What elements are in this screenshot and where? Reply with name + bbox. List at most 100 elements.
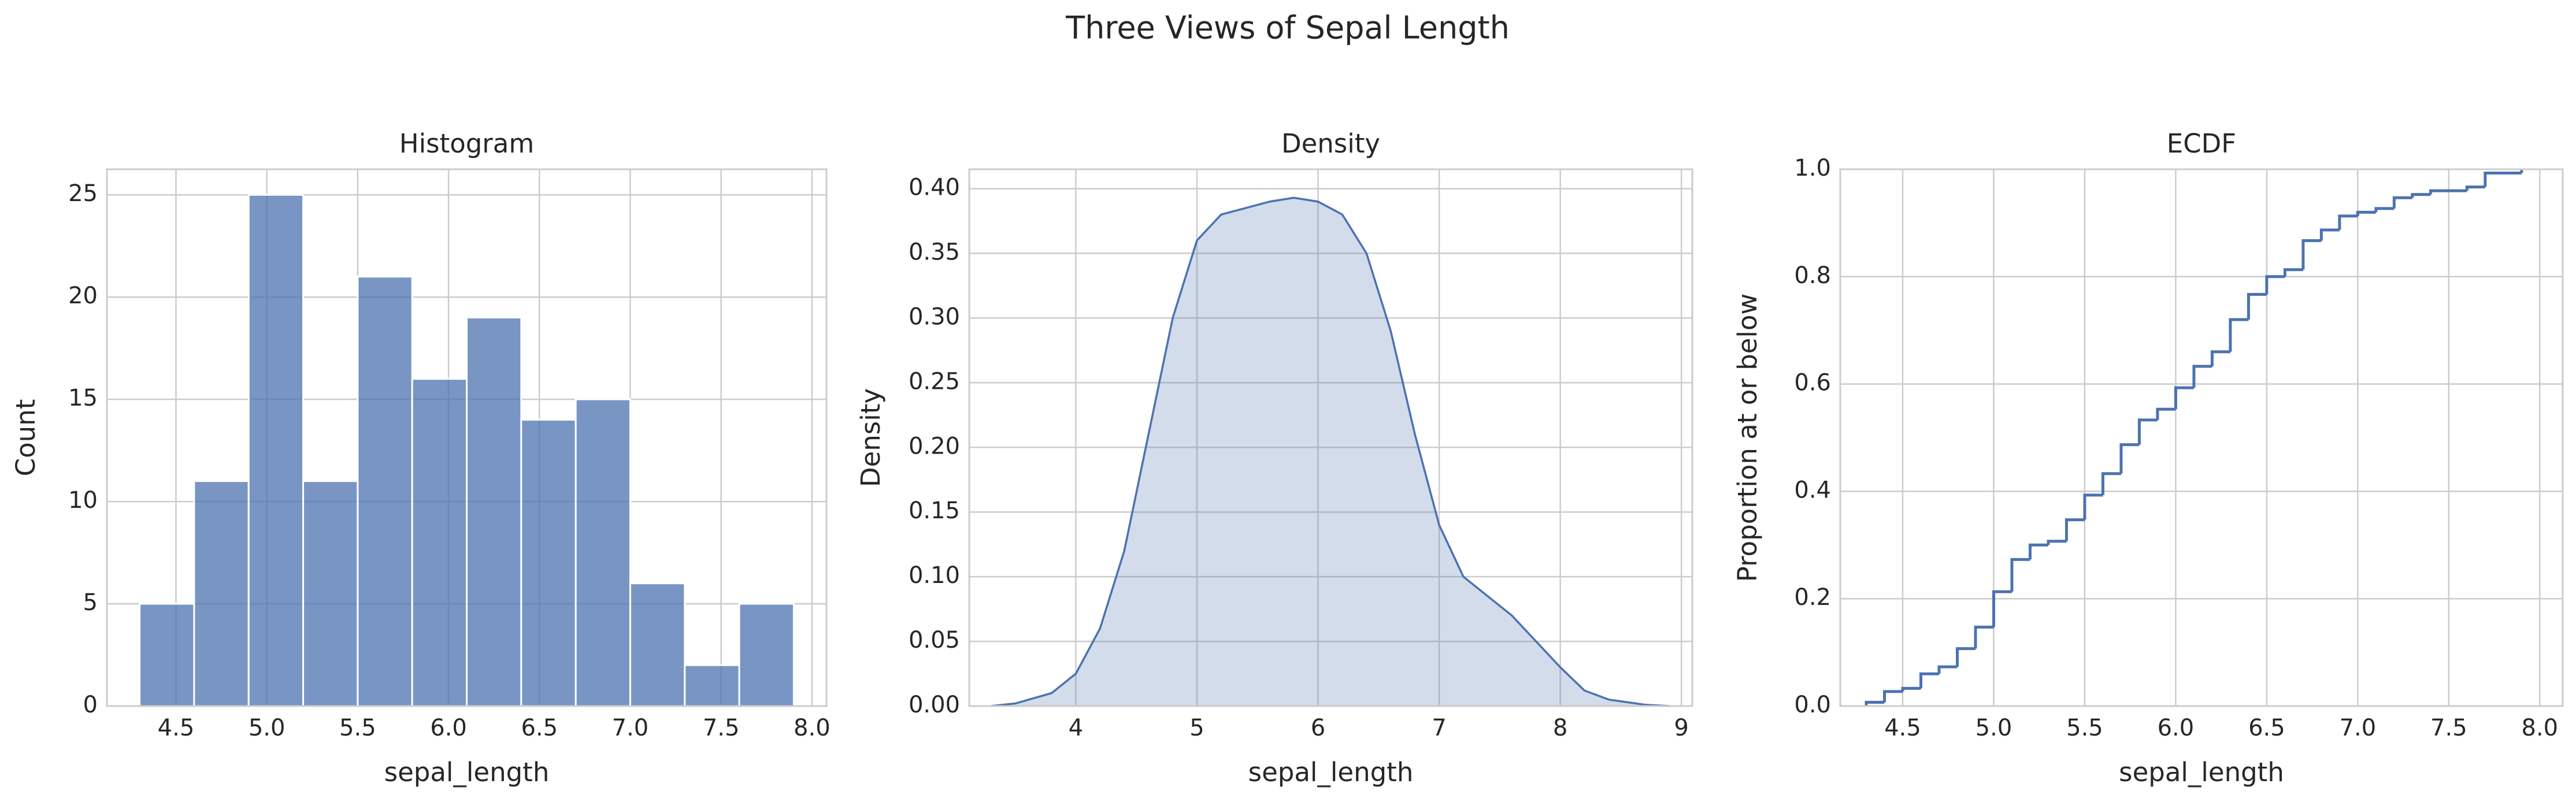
x-tick-label: 8 — [1553, 715, 1567, 741]
x-tick-label: 6.5 — [521, 715, 558, 741]
ecdf-step — [2374, 207, 2395, 213]
y-tick-label: 0.20 — [909, 433, 960, 459]
bar — [411, 378, 468, 707]
x-tick-label: 7.0 — [2340, 715, 2377, 741]
ecdf-step — [1937, 665, 1958, 674]
density-line — [991, 196, 1670, 707]
ecdf-step — [1901, 686, 1921, 692]
ecdf-step — [1865, 701, 1885, 706]
ecdf-step — [1919, 672, 1940, 689]
x-tick-label: 4 — [1069, 715, 1083, 741]
ecdf-step — [2429, 189, 2467, 195]
x-tick-label: 6.0 — [2158, 715, 2195, 741]
bar — [520, 419, 577, 707]
x-tick-label: 9 — [1674, 715, 1688, 741]
bar — [466, 317, 522, 707]
ecdf-step — [2064, 518, 2085, 541]
ecdf-step — [2028, 543, 2048, 560]
y-tick-label: 0.8 — [1794, 262, 1831, 289]
x-tick-label: 6.5 — [2248, 715, 2285, 741]
y-tick-label: 10 — [68, 487, 98, 514]
bar — [738, 603, 795, 707]
y-tick-label: 0.00 — [909, 692, 960, 718]
bar — [193, 480, 250, 707]
subplot-title: ECDF — [2167, 128, 2236, 159]
y-tick-label: 25 — [68, 180, 98, 207]
ecdf-step — [2338, 214, 2358, 230]
ecdf-step — [2010, 558, 2030, 592]
x-tick-label: 5.5 — [2066, 715, 2103, 741]
subplot-title: Histogram — [399, 128, 534, 159]
bar — [247, 194, 305, 707]
x-tick-label: 4.5 — [158, 715, 195, 741]
x-tick-label: 5 — [1189, 715, 1204, 741]
subplot-title: Density — [1281, 128, 1380, 159]
ecdf-step — [2083, 493, 2103, 520]
y-tick-label: 0.10 — [909, 562, 960, 589]
ecdf-step — [2392, 196, 2412, 209]
ecdf-step — [2411, 193, 2431, 198]
ecdf-step — [1992, 590, 2012, 627]
y-tick-label: 20 — [68, 283, 98, 309]
x-tick-label: 4.5 — [1884, 715, 1921, 741]
figure-title: Three Views of Sepal Length — [1065, 10, 1510, 46]
ecdf-step — [2283, 268, 2303, 277]
y-tick-label: 5 — [83, 589, 98, 616]
x-tick-label: 5.0 — [1975, 715, 2012, 741]
ecdf-step — [2101, 472, 2121, 495]
x-tick-label: 5.0 — [249, 715, 286, 741]
ecdf-step — [2210, 350, 2230, 366]
y-tick-label: 15 — [68, 385, 98, 411]
ecdf-step — [2484, 172, 2522, 187]
ecdf-step — [2356, 210, 2376, 216]
ecdf-step — [1974, 625, 1994, 649]
bar — [139, 603, 195, 707]
x-tick-label: 8.0 — [2522, 715, 2559, 741]
y-tick-label: 0.05 — [909, 627, 960, 653]
y-axis-label: Proportion at or below — [1732, 294, 1763, 582]
ecdf-step — [2301, 239, 2322, 270]
x-axis-label: sepal_length — [384, 757, 550, 788]
x-tick-label: 6 — [1311, 715, 1325, 741]
bar — [574, 398, 631, 707]
y-tick-label: 1.0 — [1794, 155, 1831, 181]
bar — [357, 276, 413, 707]
ecdf-step — [1883, 690, 1903, 703]
y-tick-label: 0.25 — [909, 368, 960, 395]
y-tick-label: 0.2 — [1794, 584, 1831, 611]
y-tick-label: 0.4 — [1794, 477, 1831, 503]
x-axis-label: sepal_length — [2119, 757, 2284, 788]
axes-frame — [1839, 168, 2564, 707]
x-tick-label: 8.0 — [794, 715, 831, 741]
ecdf-step — [2119, 443, 2140, 474]
bar — [629, 582, 686, 707]
axes-frame — [106, 168, 828, 707]
ecdf-step — [2156, 407, 2176, 420]
ecdf-step — [2137, 418, 2158, 445]
x-tick-label: 7.0 — [612, 715, 649, 741]
bar — [684, 664, 740, 707]
y-tick-label: 0.35 — [909, 239, 960, 266]
x-tick-label: 6.0 — [430, 715, 467, 741]
ecdf-step — [2229, 318, 2249, 352]
y-tick-label: 0.6 — [1794, 370, 1831, 396]
x-axis-label: sepal_length — [1248, 757, 1414, 788]
x-tick-label: 7 — [1432, 715, 1446, 741]
y-tick-label: 0.40 — [909, 174, 960, 201]
axes-frame — [968, 168, 1693, 707]
ecdf-step — [2465, 185, 2485, 191]
ecdf-step — [2047, 540, 2067, 545]
y-tick-label: 0.0 — [1794, 692, 1831, 718]
bar — [302, 480, 359, 707]
x-tick-label: 7.5 — [2430, 715, 2467, 741]
density-area — [991, 198, 1670, 707]
ecdf-step — [2265, 275, 2285, 295]
ecdf-step — [2319, 228, 2340, 241]
ecdf-step — [2247, 292, 2267, 320]
y-axis-label: Count — [10, 399, 41, 477]
y-tick-label: 0.15 — [909, 497, 960, 524]
x-tick-label: 5.5 — [339, 715, 376, 741]
y-tick-label: 0.30 — [909, 303, 960, 330]
